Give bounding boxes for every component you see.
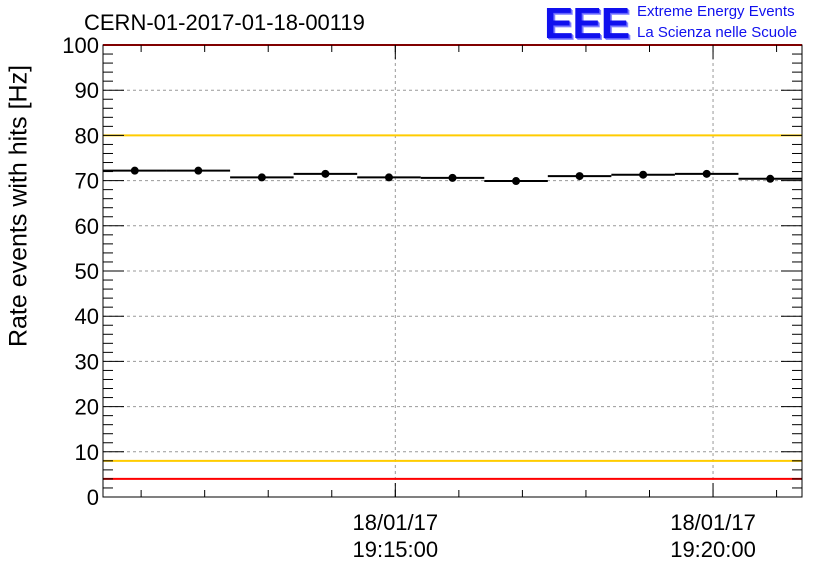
axis-ticks	[103, 44, 802, 498]
y-tick-label: 0	[87, 485, 99, 510]
data-point	[448, 173, 457, 182]
y-tick-label: 100	[62, 33, 99, 58]
y-tick-label: 10	[75, 440, 99, 465]
y-axis-label: Rate events with hits [Hz]	[4, 64, 33, 348]
data-points	[103, 166, 802, 186]
y-tick-label: 70	[75, 169, 99, 194]
tick-labels: 010203040506070809010018/01/1719:15:0018…	[62, 33, 756, 562]
data-point	[384, 173, 393, 182]
grid-lines	[103, 45, 802, 497]
logo-subtitle-line2: La Scienza nelle Scuole	[637, 24, 798, 41]
data-point	[512, 177, 521, 186]
data-point	[130, 166, 139, 175]
logo-subtitle-line1: Extreme Energy Events	[637, 3, 795, 20]
x-tick-label-date: 18/01/17	[352, 510, 438, 535]
y-tick-label: 80	[75, 123, 99, 148]
chart-title: CERN-01-2017-01-18-00119	[84, 10, 365, 35]
data-point	[257, 173, 266, 182]
x-tick-label-time: 19:15:00	[352, 537, 438, 562]
data-point	[321, 169, 330, 178]
y-tick-label: 50	[75, 259, 99, 284]
data-point	[194, 166, 203, 175]
y-tick-label: 60	[75, 214, 99, 239]
data-point	[575, 172, 584, 181]
reference-lines	[103, 44, 802, 480]
x-tick-label-date: 18/01/17	[670, 510, 756, 535]
y-tick-label: 90	[75, 78, 99, 103]
y-tick-label: 40	[75, 304, 99, 329]
x-tick-label-time: 19:20:00	[670, 537, 756, 562]
data-point	[702, 169, 711, 178]
data-point	[639, 170, 648, 179]
y-tick-label: 20	[75, 395, 99, 420]
data-point	[766, 174, 775, 183]
y-tick-label: 30	[75, 349, 99, 374]
eee-logo: EEE	[544, 0, 630, 48]
